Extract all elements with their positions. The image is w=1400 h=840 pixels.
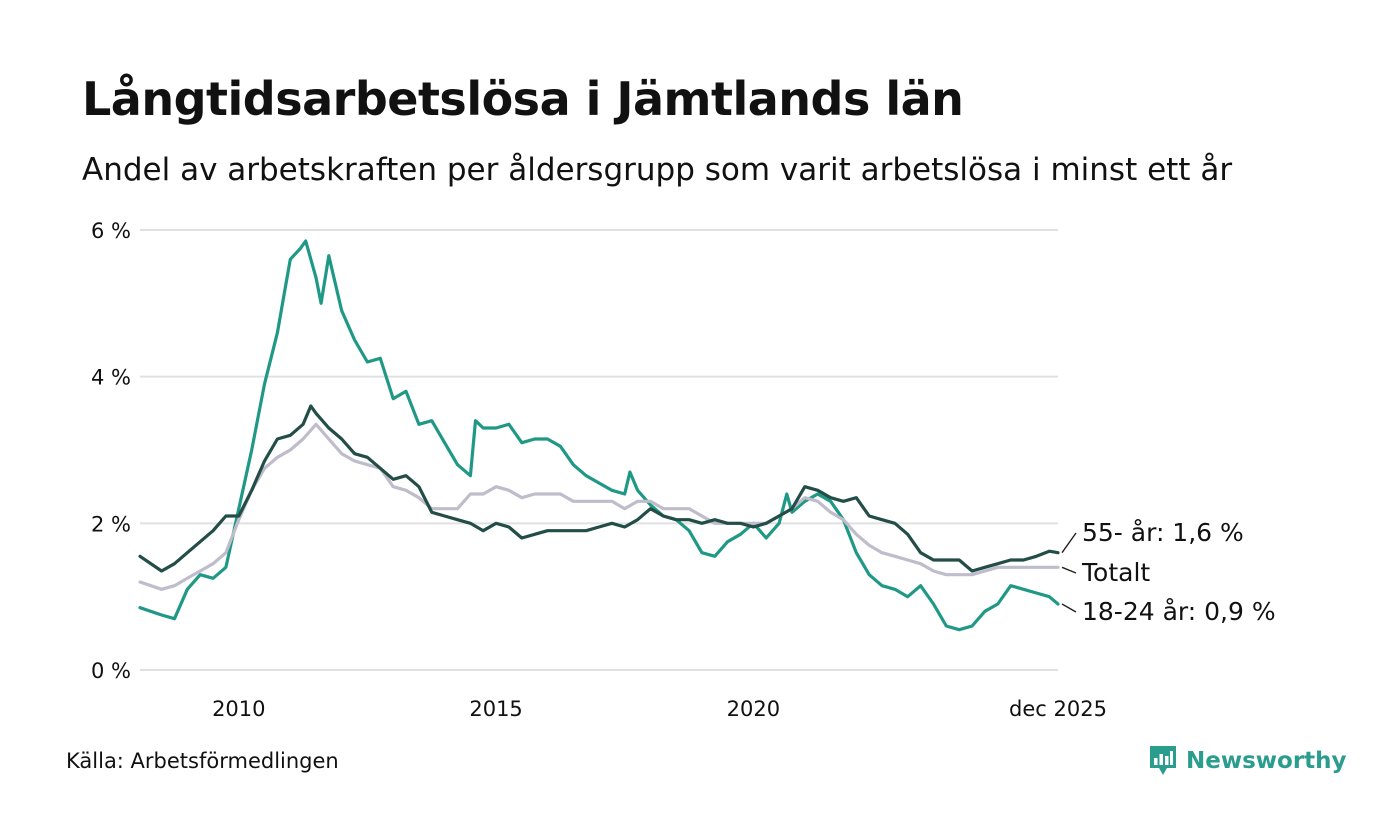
end-label-1: Totalt [1081, 558, 1150, 587]
y-tick-label: 6 % [91, 219, 131, 243]
end-label-connector-1 [1061, 566, 1077, 574]
x-tick-label: 2020 [727, 697, 780, 721]
x-tick-label: 2015 [469, 697, 522, 721]
x-tick-label: 2010 [212, 697, 265, 721]
end-label-0: 18-24 år: 0,9 % [1082, 597, 1276, 626]
series-line-1 [138, 422, 1060, 591]
chart-title: Långtidsarbetslösa i Jämtlands län [82, 72, 964, 126]
y-tick-label: 0 % [91, 659, 131, 683]
chart-subtitle: Andel av arbetskraften per åldersgrupp s… [82, 152, 1233, 188]
x-tick-label: dec 2025 [1009, 697, 1107, 721]
end-label-connector-0 [1061, 603, 1077, 613]
brand-name: Newsworthy [1186, 748, 1347, 774]
newsworthy-logo-icon [1150, 746, 1176, 775]
series-lines [138, 239, 1060, 632]
series-line-0 [138, 239, 1060, 632]
end-label-connector-2 [1061, 532, 1077, 554]
source-note: Källa: Arbetsförmedlingen [66, 749, 339, 773]
end-label-2: 55- år: 1,6 % [1082, 518, 1244, 547]
series-line-2 [138, 404, 1060, 573]
y-tick-label: 4 % [91, 366, 131, 390]
y-tick-label: 2 % [91, 512, 131, 536]
end-labels: 18-24 år: 0,9 % Totalt 55- år: 1,6 % [1061, 518, 1276, 626]
gridlines [140, 229, 1058, 671]
newsworthy-brand[interactable]: Newsworthy [1148, 744, 1347, 778]
x-axis-tick-labels: 2010 2015 2020 dec 2025 [212, 697, 1107, 721]
y-axis-tick-labels: 0 % 2 % 4 % 6 % [91, 219, 131, 683]
